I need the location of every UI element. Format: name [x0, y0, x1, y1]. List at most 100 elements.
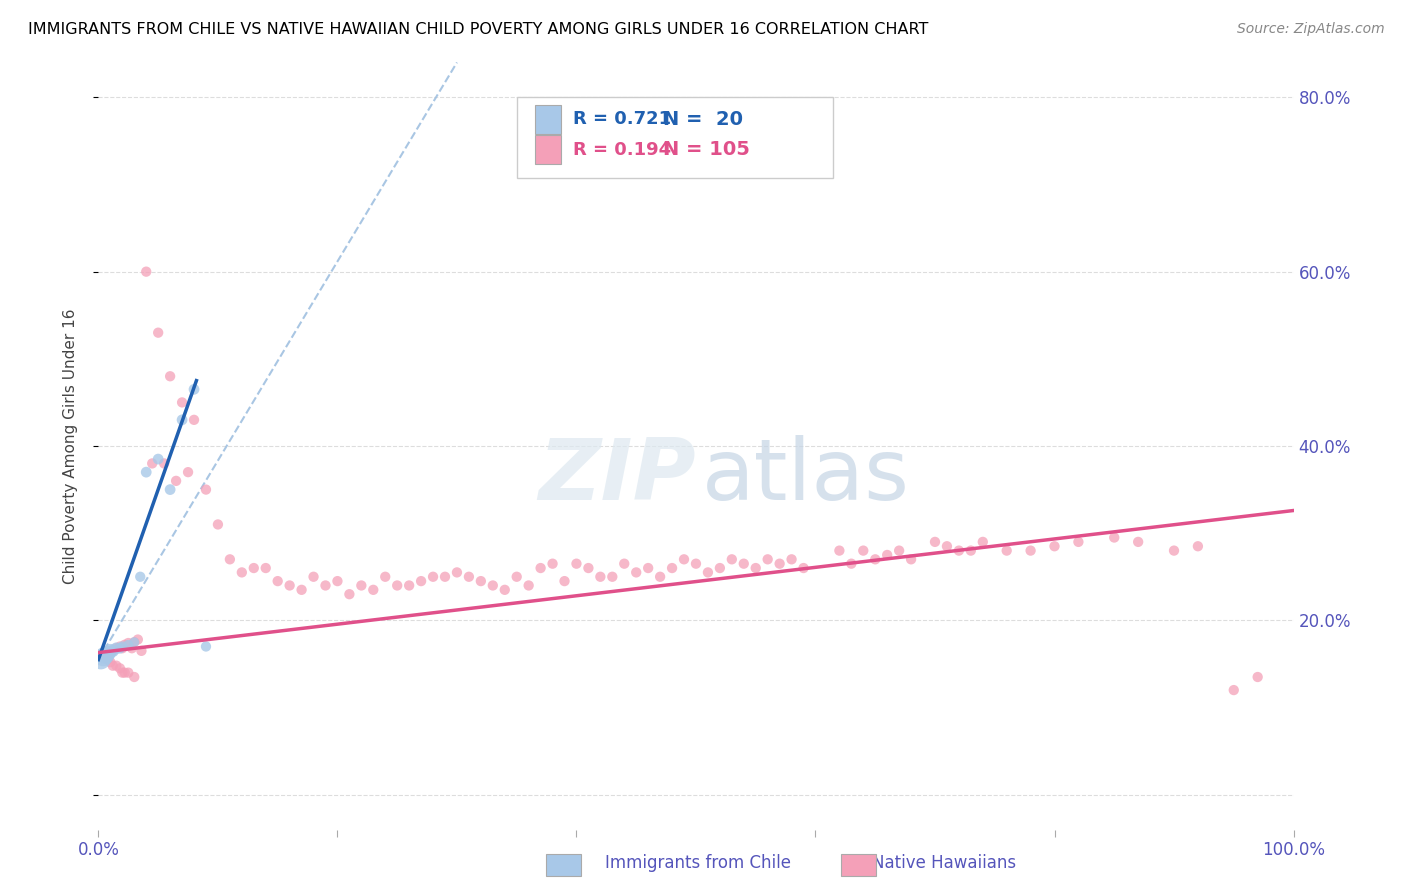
Point [219, 552, 242, 566]
Point [131, 644, 153, 658]
Text: ZIP: ZIP [538, 435, 696, 518]
Point [673, 552, 696, 566]
Point [685, 557, 707, 571]
Point [637, 561, 659, 575]
Point [108, 641, 131, 656]
Point [183, 413, 205, 427]
Point [278, 578, 301, 592]
Point [697, 566, 720, 580]
Point [129, 570, 152, 584]
Point [127, 632, 149, 647]
Point [101, 644, 124, 658]
Point [243, 561, 266, 575]
Point [101, 658, 124, 673]
Point [121, 641, 143, 656]
Point [1128, 534, 1150, 549]
Point [481, 578, 505, 592]
Point [363, 582, 385, 597]
Y-axis label: Child Poverty Among Girls Under 16: Child Poverty Among Girls Under 16 [63, 309, 77, 583]
Point [165, 474, 187, 488]
Point [159, 369, 181, 384]
Point [183, 382, 205, 396]
Text: R = 0.721: R = 0.721 [572, 111, 671, 128]
Point [98, 646, 121, 660]
Point [159, 483, 181, 497]
Point [98, 655, 122, 669]
Point [434, 570, 457, 584]
Point [733, 557, 755, 571]
Point [172, 395, 194, 409]
Point [398, 578, 420, 592]
Text: IMMIGRANTS FROM CHILE VS NATIVE HAWAIIAN CHILD POVERTY AMONG GIRLS UNDER 16 CORR: IMMIGRANTS FROM CHILE VS NATIVE HAWAIIAN… [28, 22, 928, 37]
Point [554, 574, 576, 588]
Point [1043, 539, 1066, 553]
Point [108, 661, 131, 675]
Point [124, 635, 146, 649]
Point [852, 543, 875, 558]
FancyBboxPatch shape [534, 104, 561, 134]
Point [709, 561, 731, 575]
Point [111, 640, 134, 654]
Point [1019, 543, 1042, 558]
Point [195, 483, 218, 497]
Point [517, 578, 540, 592]
Point [90, 652, 112, 666]
Point [291, 582, 314, 597]
Point [231, 566, 253, 580]
Point [114, 665, 136, 680]
Point [124, 670, 146, 684]
Point [648, 570, 672, 584]
Point [924, 534, 946, 549]
Point [111, 665, 134, 680]
Point [98, 644, 122, 658]
Point [936, 539, 959, 553]
Point [177, 465, 200, 479]
Point [108, 640, 131, 654]
Point [117, 636, 139, 650]
Point [350, 578, 373, 592]
Point [828, 543, 851, 558]
Point [411, 574, 433, 588]
Point [494, 582, 516, 597]
Point [302, 570, 325, 584]
Point [1067, 534, 1090, 549]
Point [745, 561, 768, 575]
Point [141, 457, 163, 471]
Point [91, 648, 114, 663]
FancyBboxPatch shape [517, 97, 834, 178]
Point [541, 557, 564, 571]
Point [602, 570, 624, 584]
Point [578, 561, 600, 575]
Point [267, 574, 290, 588]
Point [768, 557, 790, 571]
Point [960, 543, 983, 558]
Point [135, 465, 157, 479]
Point [422, 570, 444, 584]
Point [111, 641, 134, 656]
Point [841, 557, 863, 571]
Point [135, 265, 157, 279]
Point [195, 640, 218, 654]
Point [326, 574, 349, 588]
Point [97, 647, 120, 661]
Point [780, 552, 803, 566]
FancyBboxPatch shape [534, 136, 561, 164]
Point [94, 647, 117, 661]
Point [117, 638, 139, 652]
Point [876, 548, 898, 562]
Point [94, 648, 117, 663]
Point [506, 570, 529, 584]
Point [153, 457, 176, 471]
Point [1104, 531, 1126, 545]
Point [148, 326, 170, 340]
Point [1223, 683, 1246, 698]
Text: N = 105: N = 105 [662, 140, 749, 160]
Point [995, 543, 1018, 558]
Point [793, 561, 815, 575]
Point [105, 641, 128, 656]
Point [207, 517, 229, 532]
Text: N =  20: N = 20 [662, 110, 742, 128]
Point [1187, 539, 1209, 553]
Point [339, 587, 361, 601]
Point [565, 557, 588, 571]
